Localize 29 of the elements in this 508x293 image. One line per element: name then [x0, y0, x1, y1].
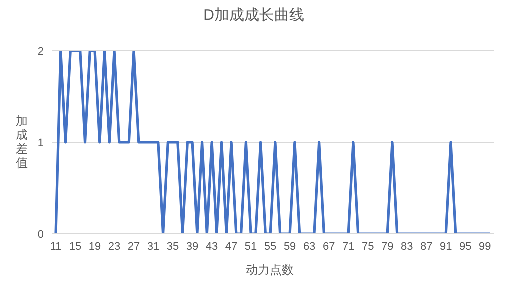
- x-tick-label: 35: [166, 240, 180, 253]
- x-tick-label: 63: [303, 240, 316, 253]
- x-tick-label: 55: [264, 240, 277, 253]
- x-tick-label: 43: [206, 240, 218, 253]
- y-tick-label: 2: [38, 46, 44, 58]
- y-tick-label: 0: [38, 228, 44, 241]
- x-tick-label: 99: [479, 240, 492, 253]
- x-tick-label: 39: [186, 240, 199, 253]
- x-tick-label: 83: [400, 240, 414, 253]
- x-tick-label: 71: [342, 240, 355, 253]
- y-axis-title: 加成差值: [16, 114, 29, 170]
- x-tick-label: 67: [322, 240, 336, 253]
- x-tick-label: 19: [88, 240, 102, 253]
- x-tick-label: 95: [459, 240, 472, 253]
- x-tick-label: 51: [244, 240, 258, 253]
- x-tick-label: 79: [381, 240, 394, 253]
- x-tick-label: 31: [147, 240, 160, 253]
- x-tick-label: 75: [362, 240, 374, 253]
- x-tick-label: 47: [225, 240, 238, 253]
- chart-title: D加成成长曲线: [202, 6, 306, 25]
- x-tick-label: 59: [284, 240, 296, 253]
- x-tick-label: 91: [440, 240, 452, 253]
- x-tick-label: 27: [128, 240, 140, 253]
- x-tick-label: 11: [50, 240, 62, 253]
- y-tick-label: 1: [38, 137, 44, 150]
- x-tick-label: 23: [108, 240, 121, 253]
- x-axis-title: 动力点数: [245, 262, 295, 279]
- x-tick-label: 15: [69, 240, 82, 253]
- x-tick-label: 87: [420, 240, 433, 253]
